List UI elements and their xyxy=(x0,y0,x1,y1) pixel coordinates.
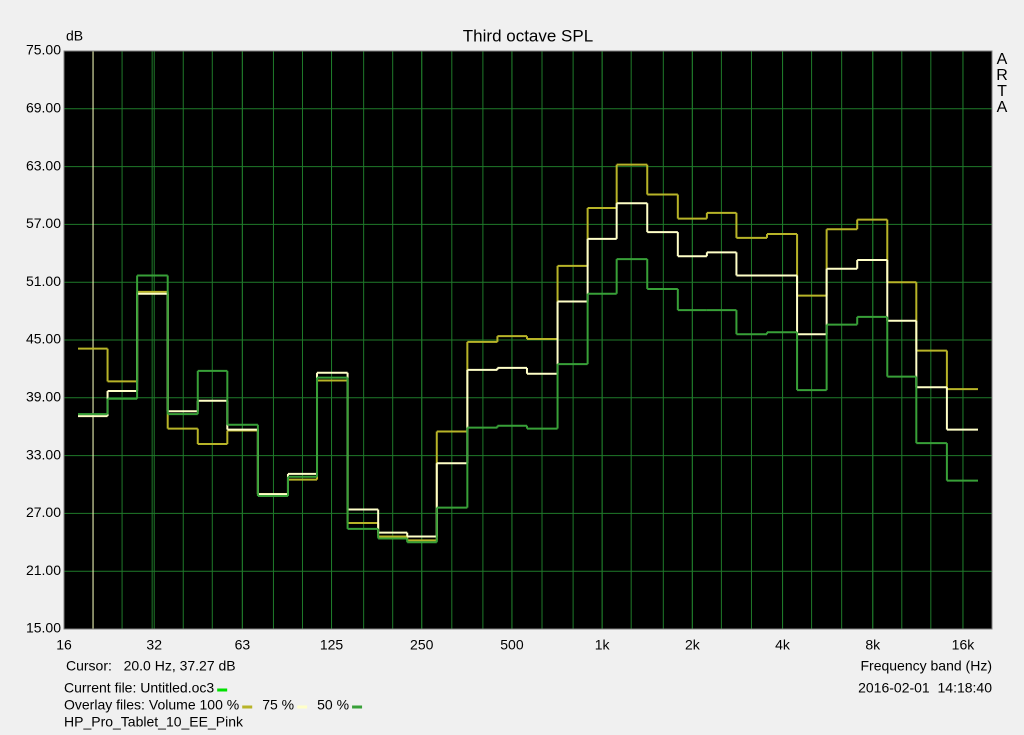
y-tick-label: 21.00 xyxy=(26,562,61,578)
x-tick-label: 1k xyxy=(595,637,611,653)
cursor-readout: Cursor: 20.0 Hz, 37.27 dB xyxy=(66,658,236,674)
x-tick-label: 16k xyxy=(952,637,976,653)
y-tick-label: 75.00 xyxy=(26,42,61,58)
watermark: ARTA xyxy=(996,51,1008,116)
x-axis-label: Frequency band (Hz) xyxy=(860,658,992,674)
timestamp: 2016-02-01 14:18:40 xyxy=(858,680,992,696)
overlay-label: Overlay files: xyxy=(64,697,145,713)
y-axis-label: dB xyxy=(66,28,83,44)
y-tick-label: 63.00 xyxy=(26,157,61,173)
chart-title: Third octave SPL xyxy=(463,26,593,45)
x-tick-label: 250 xyxy=(410,637,434,653)
y-tick-label: 51.00 xyxy=(26,273,61,289)
x-tick-label: 4k xyxy=(775,637,791,653)
series-line xyxy=(78,258,978,544)
y-tick-label: 33.00 xyxy=(26,446,61,462)
y-tick-label: 57.00 xyxy=(26,215,61,231)
current-file: Current file: Untitled.oc3 xyxy=(64,680,214,696)
x-tick-label: 2k xyxy=(685,637,701,653)
plot-border xyxy=(63,50,993,630)
x-tick-label: 32 xyxy=(146,637,162,653)
legend-label: 75 % xyxy=(262,697,294,713)
x-tick-label: 16 xyxy=(56,637,72,653)
y-tick-label: 39.00 xyxy=(26,389,61,405)
file-name: HP_Pro_Tablet_10_EE_Pink xyxy=(64,714,244,730)
x-tick-label: 125 xyxy=(320,637,344,653)
y-tick-label: 27.00 xyxy=(26,504,61,520)
y-tick-label: 45.00 xyxy=(26,331,61,347)
y-tick-label: 15.00 xyxy=(26,620,61,636)
x-tick-label: 500 xyxy=(500,637,524,653)
legend-label: 50 % xyxy=(317,697,349,713)
legend-label: Volume 100 % xyxy=(149,697,239,713)
x-tick-label: 8k xyxy=(865,637,881,653)
x-tick-label: 63 xyxy=(235,637,251,653)
y-tick-label: 69.00 xyxy=(26,100,61,116)
